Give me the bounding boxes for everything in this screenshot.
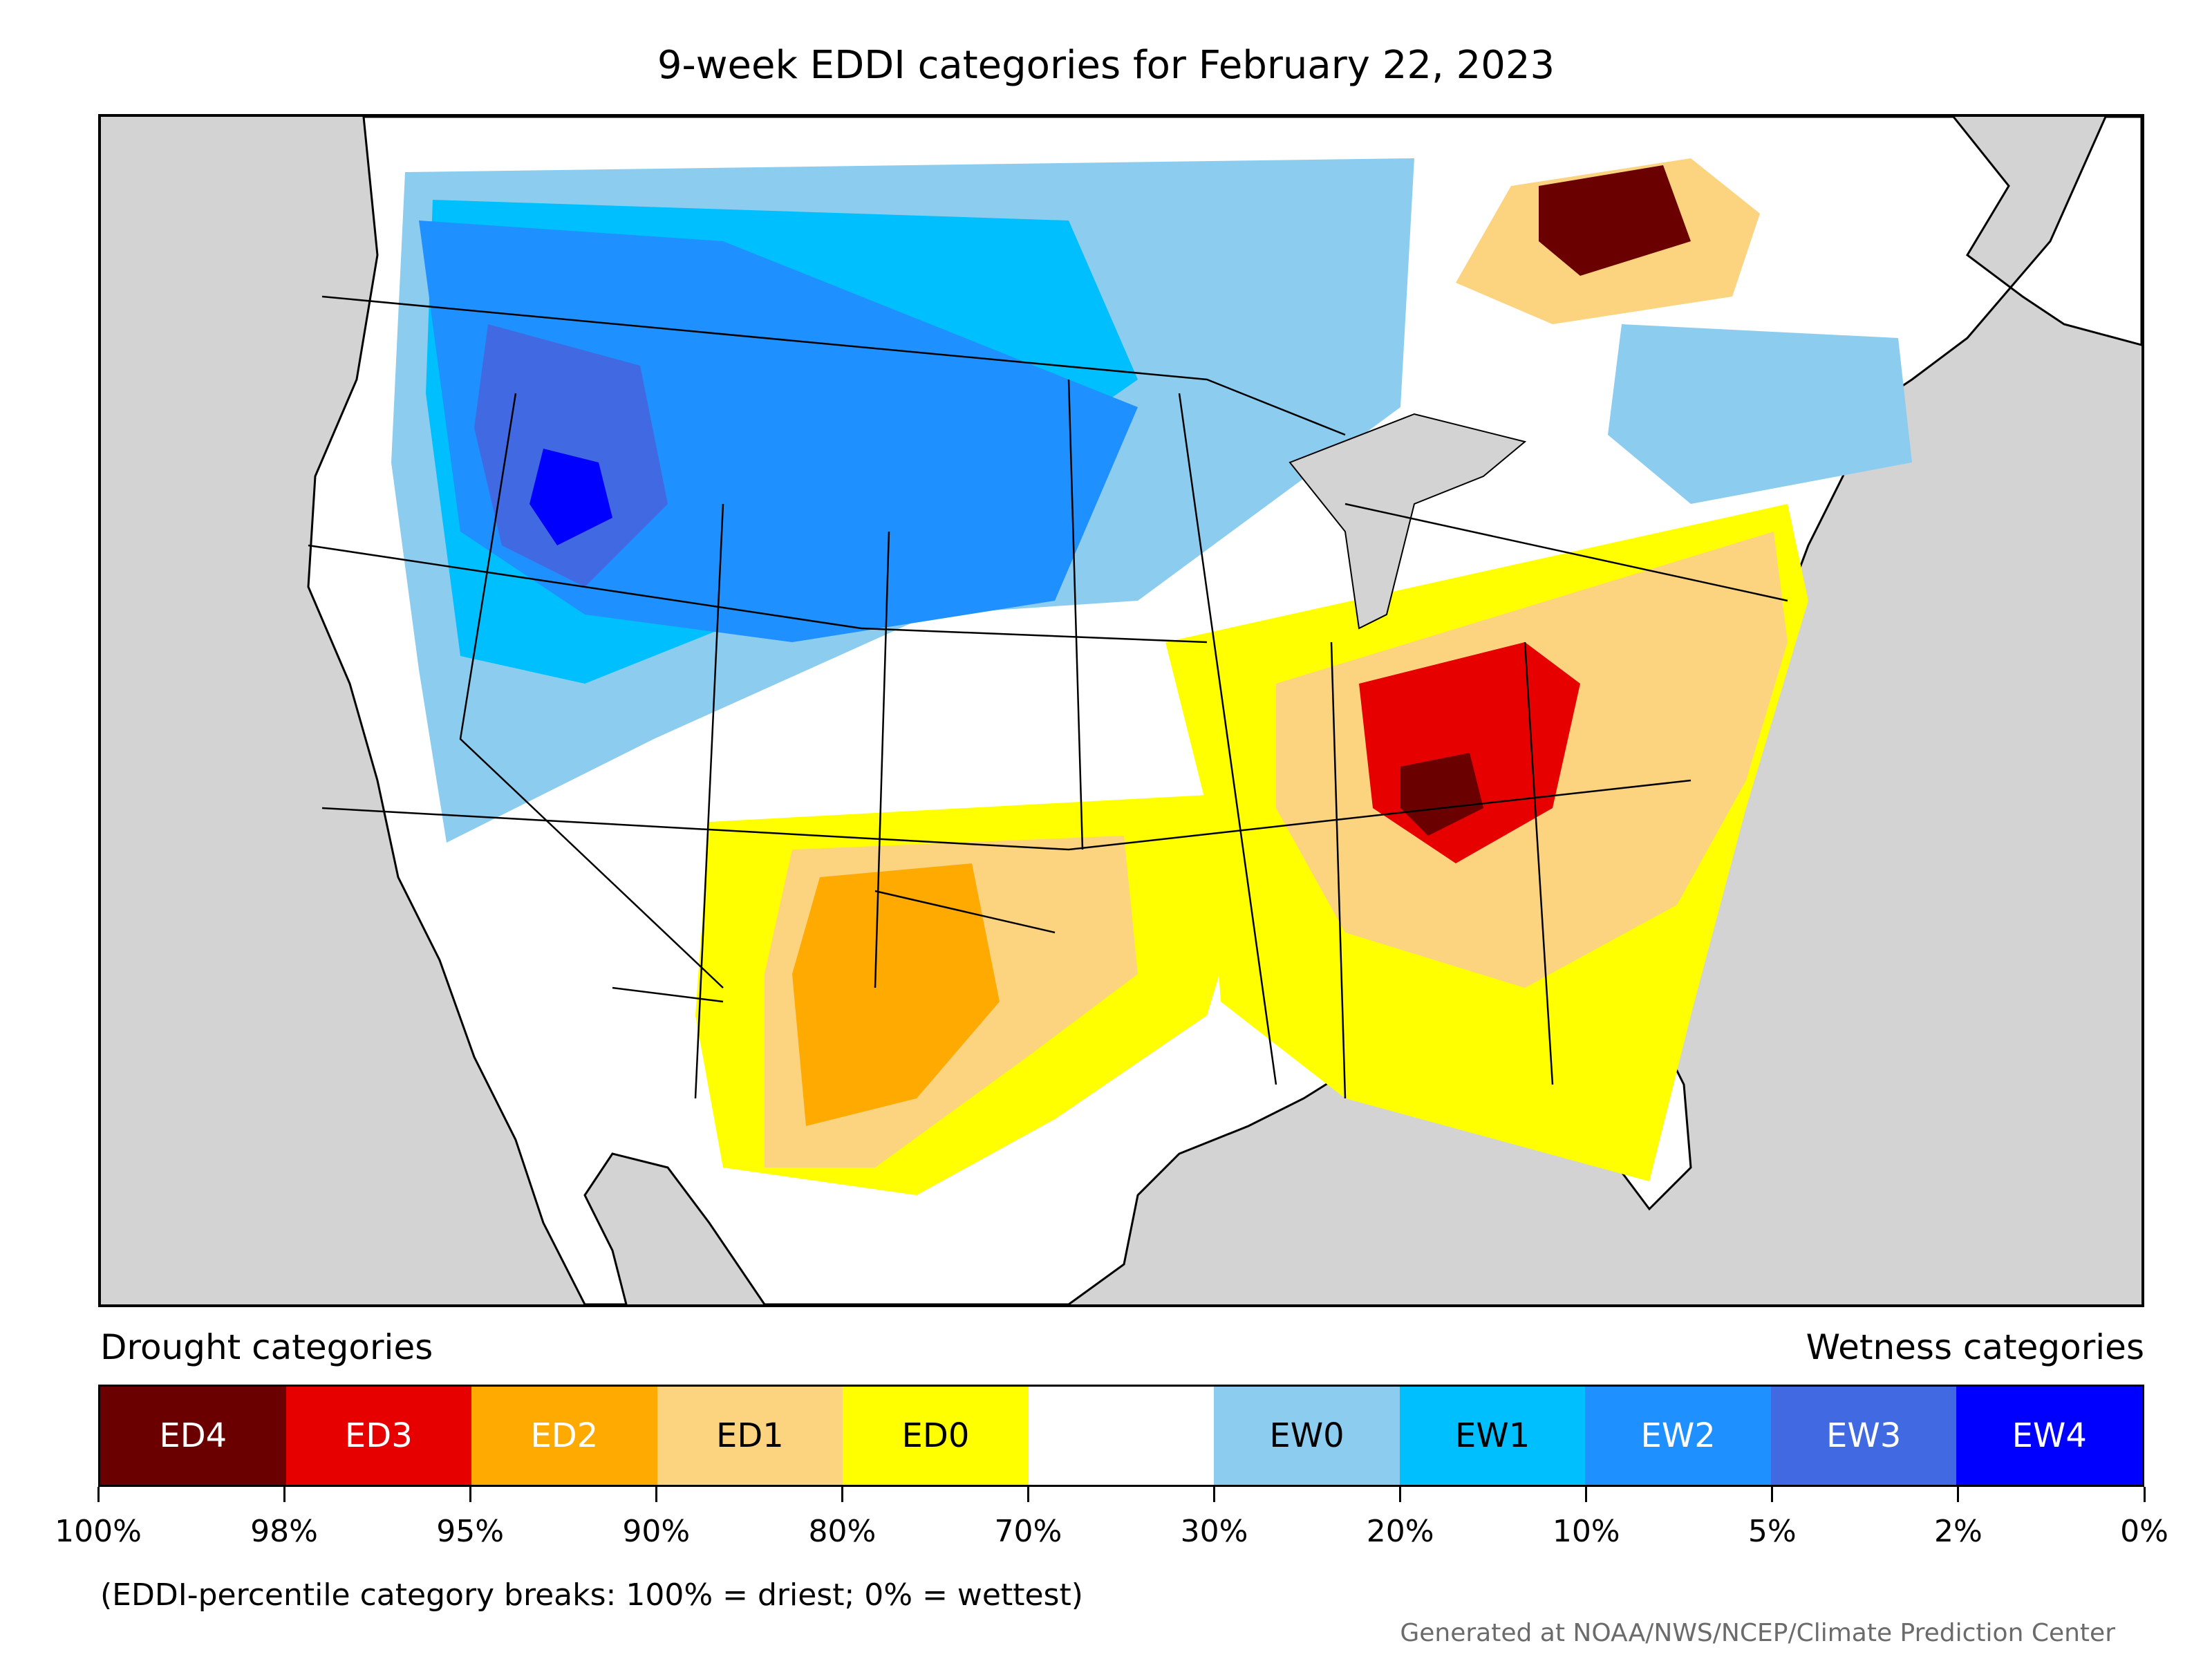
great-lakes [1288,413,1527,630]
legend-swatch: ED0 [843,1387,1029,1485]
legend-tick [1399,1487,1402,1502]
dry-region-quebec-ed4 [1539,165,1691,276]
legend-swatch: ED1 [657,1387,843,1485]
category-breaks-note: (EDDI-percentile category breaks: 100% =… [100,1577,1083,1613]
legend-swatch: ED3 [285,1387,472,1485]
credit-text: Generated at NOAA/NWS/NCEP/Climate Predi… [1400,1619,2115,1647]
boundary-lines [308,295,1788,1099]
legend-tick-label: 10% [1552,1514,1620,1549]
legend-tick [1213,1487,1216,1502]
legend-swatch: ED2 [471,1387,657,1485]
legend-tick-label: 98% [250,1514,318,1549]
legend-tick [469,1487,471,1502]
legend-swatch: EW1 [1399,1387,1586,1485]
eddi-map [307,117,2141,1304]
legend-tick-label: 90% [622,1514,691,1549]
wetness-categories-heading: Wetness categories [1806,1327,2144,1367]
legend-tick [1027,1487,1029,1502]
legend-tick-label: 30% [1180,1514,1248,1549]
map-frame [98,114,2144,1307]
legend-swatch: EW0 [1214,1387,1400,1485]
legend-tick [655,1487,657,1502]
legend-tick-label: 95% [436,1514,505,1549]
legend-tick-label: 0% [2120,1514,2168,1549]
legend-swatch [1028,1387,1215,1485]
legend-tick-label: 20% [1366,1514,1434,1549]
legend-tick [2143,1487,2146,1502]
legend-tick-label: 100% [55,1514,142,1549]
legend-swatch: ED4 [100,1387,286,1485]
wet-region-northeast [1608,324,1912,504]
drought-categories-heading: Drought categories [100,1327,433,1367]
legend-swatch: EW2 [1585,1387,1771,1485]
legend-colorbar: ED4 ED3 ED2 ED1 ED0 EW0 EW1 EW2 EW3 EW4 [98,1385,2144,1487]
dry-region-ed2-texas [792,863,1000,1126]
legend-tick [1771,1487,1774,1502]
wet-region-ew4 [529,449,612,545]
legend-tick [841,1487,843,1502]
legend-tick [1957,1487,1960,1502]
legend-tick-label: 80% [808,1514,877,1549]
page-title: 9-week EDDI categories for February 22, … [657,43,1555,88]
legend-tick [97,1487,100,1502]
legend-tick [283,1487,285,1502]
legend-tick-label: 5% [1747,1514,1797,1549]
legend-tick-label: 70% [994,1514,1062,1549]
legend-tick [1585,1487,1588,1502]
legend-ticks [97,1487,2146,1503]
legend-tick-label: 2% [1934,1514,1983,1549]
legend-swatch: EW4 [1956,1387,2143,1485]
legend-swatch: EW3 [1770,1387,1957,1485]
dry-region-ed4-kentucky [1400,753,1483,836]
